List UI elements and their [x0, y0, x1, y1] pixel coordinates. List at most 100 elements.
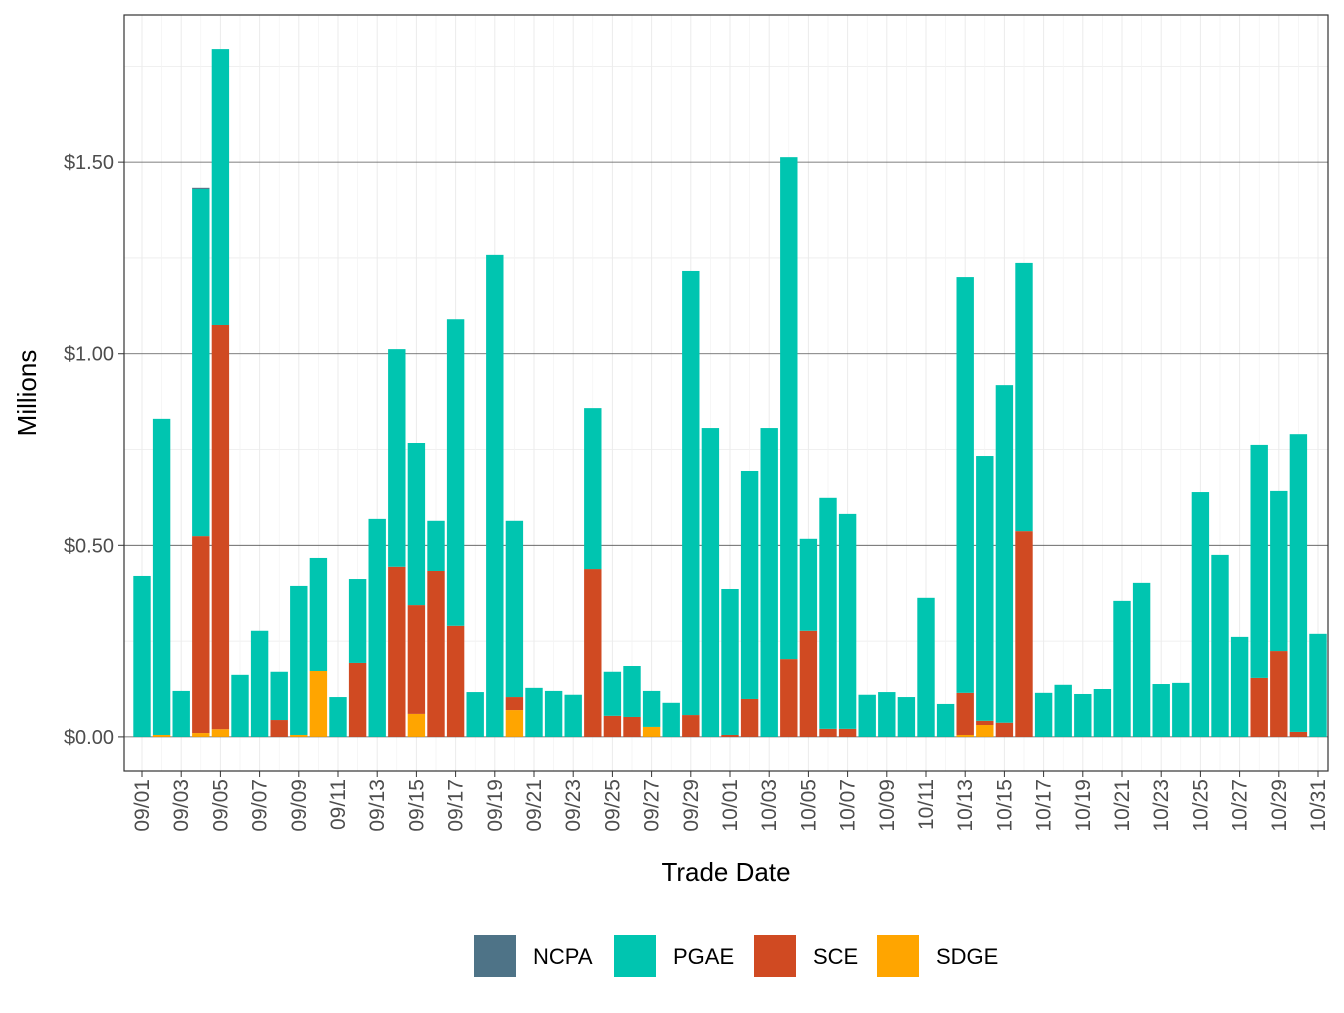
x-tick-label: 09/07: [249, 779, 272, 832]
bar-sdge-09-05: [211, 729, 230, 737]
bar-pgae-10-12: [936, 703, 955, 737]
bar-pgae-09-30: [701, 428, 720, 737]
bar-pgae-10-23: [1152, 684, 1170, 737]
y-tick-label: $0.50: [64, 535, 114, 557]
bar-pgae-09-25: [603, 671, 622, 716]
bar-pgae-10-07: [838, 513, 857, 729]
bar-pgae-09-14: [388, 349, 406, 567]
legend-swatch-sdge: [877, 935, 919, 977]
x-tick-label: 09/23: [562, 779, 585, 832]
bar-sce-09-05: [211, 324, 230, 730]
bar-pgae-09-10: [309, 557, 328, 671]
x-tick-label: 10/21: [1111, 779, 1134, 832]
x-tick-label: 10/07: [837, 779, 860, 832]
legend-label-pgae: PGAE: [673, 944, 734, 969]
x-axis: 09/01 09/03 09/05 09/07 09/09 09/11 09/13 09/15…: [131, 771, 1330, 832]
bar-pgae-10-27: [1230, 636, 1249, 737]
bar-sce-10-14: [976, 720, 994, 726]
x-tick-label: 09/05: [209, 779, 232, 832]
bar-sce-09-15: [407, 605, 426, 714]
bar-pgae-10-28: [1250, 444, 1268, 678]
bar-pgae-10-24: [1172, 682, 1190, 737]
bar-pgae-09-15: [407, 443, 426, 606]
bar-sce-09-20: [505, 697, 524, 711]
x-axis-title: Trade Date: [661, 857, 790, 887]
bar-sce-09-29: [682, 715, 700, 737]
bar-sce-09-24: [584, 569, 602, 737]
bar-sce-10-05: [799, 630, 818, 737]
bar-pgae-09-29: [682, 270, 700, 716]
legend: NCPA PGAE SCE SDGE: [474, 935, 998, 977]
bar-pgae-09-22: [544, 690, 563, 737]
x-tick-label: 09/17: [445, 779, 468, 832]
bar-pgae-10-20: [1093, 689, 1112, 737]
x-tick-label: 10/05: [797, 779, 820, 832]
bar-sdge-09-20: [505, 710, 524, 737]
bar-pgae-09-17: [446, 319, 465, 626]
bar-pgae-10-31: [1309, 633, 1327, 737]
bar-pgae-09-09: [290, 585, 308, 735]
bar-pgae-09-18: [466, 692, 484, 737]
x-tick-label: 09/25: [601, 779, 624, 832]
x-tick-label: 09/11: [327, 779, 350, 830]
bar-sdge-09-09: [290, 734, 308, 737]
bar-sdge-09-04: [192, 733, 210, 737]
x-tick-label: 10/31: [1307, 779, 1330, 832]
bar-pgae-09-05: [211, 49, 230, 325]
bar-sce-09-26: [623, 716, 641, 737]
bar-pgae-10-18: [1054, 684, 1072, 737]
legend-swatch-pgae: [614, 935, 656, 977]
x-tick-label: 10/29: [1268, 779, 1291, 832]
bar-pgae-09-07: [250, 630, 269, 737]
bar-pgae-10-30: [1289, 434, 1308, 732]
bar-pgae-09-21: [525, 687, 543, 737]
bar-pgae-10-02: [740, 470, 759, 699]
bar-sdge-09-27: [642, 726, 661, 737]
bar-sce-09-17: [446, 625, 465, 737]
x-tick-label: 10/11: [915, 779, 938, 830]
bar-pgae-09-24: [584, 408, 602, 570]
bar-pgae-10-09: [878, 692, 896, 737]
bar-sce-09-04: [192, 536, 210, 734]
bar-sce-10-29: [1270, 651, 1288, 737]
bars: [133, 49, 1327, 737]
x-tick-label: 09/01: [131, 779, 154, 832]
bar-pgae-10-04: [780, 157, 798, 660]
bar-pgae-09-08: [270, 671, 288, 721]
y-tick-label: $1.50: [64, 152, 114, 174]
bar-sce-10-13: [956, 692, 974, 735]
bar-pgae-10-14: [976, 456, 994, 721]
bar-sdge-09-15: [407, 713, 426, 737]
x-tick-label: 10/19: [1072, 779, 1095, 832]
bar-pgae-09-23: [564, 694, 582, 737]
bar-sce-10-06: [819, 728, 837, 737]
x-tick-label: 10/17: [1033, 779, 1056, 832]
legend-label-sce: SCE: [813, 944, 858, 969]
bar-ncpa-09-04: [192, 187, 210, 189]
bar-pgae-10-06: [819, 497, 837, 729]
y-tick-label: $0.00: [64, 727, 114, 749]
bar-pgae-10-13: [956, 277, 974, 693]
bar-sce-10-30: [1289, 731, 1308, 737]
y-tick-label: $1.00: [64, 344, 114, 366]
bar-pgae-09-28: [662, 702, 680, 737]
bar-pgae-09-04: [192, 188, 210, 537]
bar-pgae-09-12: [348, 579, 367, 663]
bar-pgae-09-27: [642, 690, 661, 727]
bar-pgae-09-20: [505, 520, 524, 698]
x-tick-label: 09/03: [170, 779, 193, 832]
x-tick-label: 09/15: [405, 779, 428, 832]
bar-pgae-09-26: [623, 666, 641, 717]
bar-pgae-10-01: [721, 588, 739, 735]
bar-pgae-10-03: [760, 428, 778, 737]
x-tick-label: 10/01: [719, 779, 742, 832]
bar-sce-10-01: [721, 734, 739, 737]
plot-panel-border: [123, 14, 1329, 772]
bar-sce-10-16: [1015, 531, 1033, 737]
x-tick-label: 10/15: [993, 779, 1016, 832]
bar-pgae-10-25: [1191, 492, 1210, 737]
legend-label-ncpa: NCPA: [533, 944, 593, 969]
bar-pgae-09-06: [231, 674, 249, 737]
bar-pgae-10-11: [917, 597, 935, 737]
